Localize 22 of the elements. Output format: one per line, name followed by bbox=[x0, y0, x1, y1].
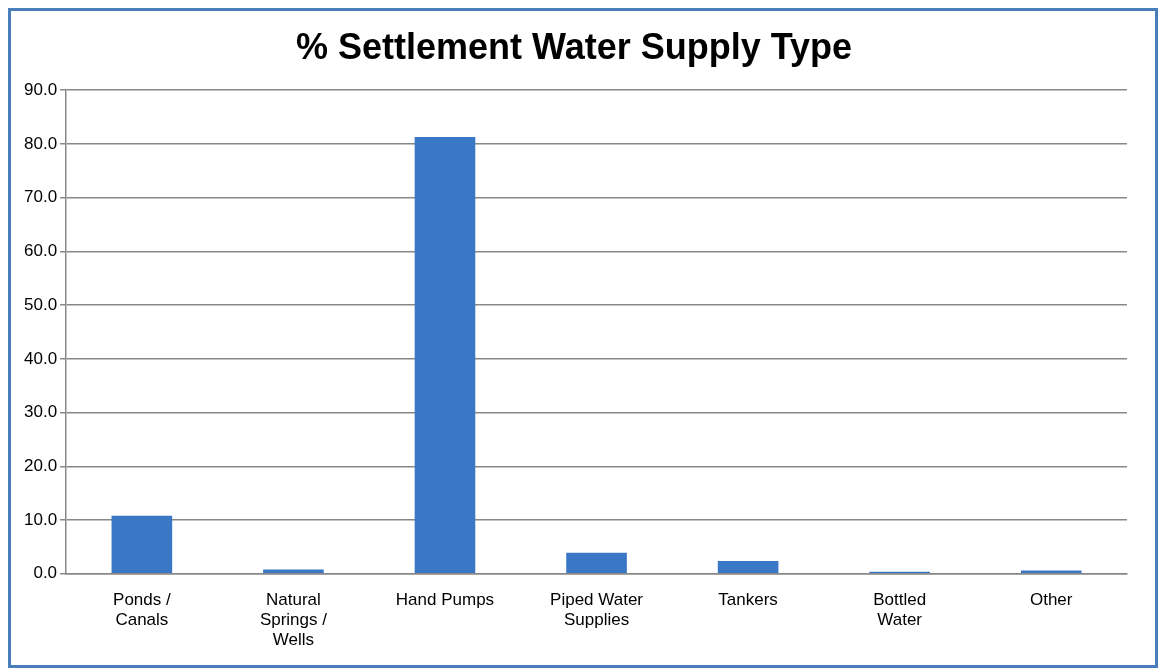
x-tick-label: Tankers bbox=[718, 589, 778, 609]
y-tick-label: 70.0 bbox=[23, 187, 58, 207]
y-tick-label: 60.0 bbox=[23, 241, 58, 261]
x-tick-label: Ponds / Canals bbox=[113, 589, 171, 630]
y-tick-label: 20.0 bbox=[23, 456, 58, 476]
y-tick-label: 50.0 bbox=[23, 294, 58, 314]
y-tick-label: 80.0 bbox=[23, 133, 58, 153]
y-tick-label: 10.0 bbox=[23, 509, 58, 529]
bar bbox=[111, 515, 173, 574]
y-tick-label: 0.0 bbox=[33, 563, 58, 583]
y-tick-label: 90.0 bbox=[23, 79, 58, 99]
chart-title: % Settlement Water Supply Type bbox=[295, 25, 853, 67]
bar bbox=[566, 552, 627, 574]
x-tick-label: Other bbox=[1029, 589, 1073, 609]
bar bbox=[414, 136, 476, 574]
x-tick-label: Bottled Water bbox=[873, 589, 927, 630]
x-tick-label: Natural Springs / Wells bbox=[259, 589, 328, 650]
y-tick-label: 30.0 bbox=[23, 402, 58, 422]
x-tick-label: Hand Pumps bbox=[395, 589, 495, 609]
y-tick-label: 40.0 bbox=[23, 348, 58, 368]
bar bbox=[717, 560, 779, 574]
x-tick-label: Piped Water Supplies bbox=[550, 589, 644, 630]
